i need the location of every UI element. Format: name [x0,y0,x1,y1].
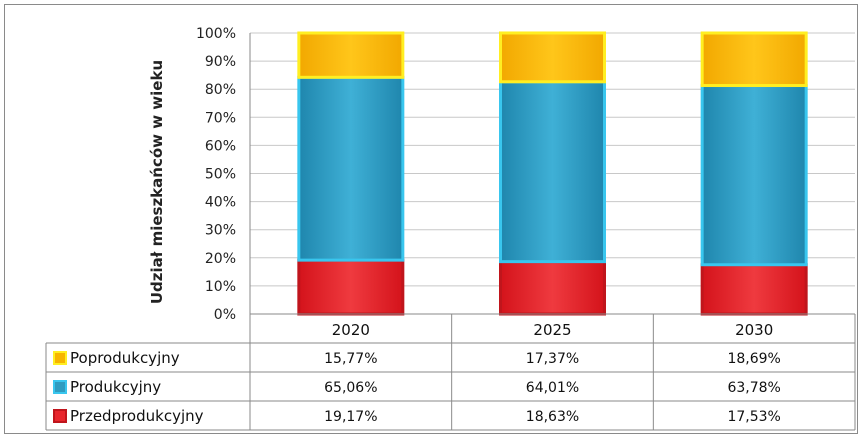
data-label: 64,01% [526,380,579,396]
data-label: 18,63% [526,409,579,425]
y-tick-label: 30% [205,223,236,239]
x-category-label: 2030 [735,321,773,339]
x-category-label: 2025 [533,321,571,339]
bar-poprodukcyjny-2025 [499,31,606,84]
bar-przedprodukcyjny-2030 [700,263,808,316]
data-table: 2020 2025 2030 Poprodukcyjny 15,77% 17,37% 18,… [45,313,856,431]
bar-produkcyjny-2020 [297,75,405,262]
bars [297,31,808,316]
bar-produkcyjny-2025 [499,80,606,264]
bar-poprodukcyjny-2020 [297,31,405,79]
data-label: 19,17% [324,409,377,425]
legend-swatch [53,409,67,423]
data-label: 17,53% [727,409,780,425]
y-tick-label: 40% [205,195,236,211]
legend-label: Poprodukcyjny [70,349,180,367]
y-tick-label: 70% [205,110,236,126]
legend-label: Produkcyjny [70,378,161,396]
y-axis-ticks: 0% 10% 20% 30% 40% 50% 60% 70% 80% 90% 100% [196,26,236,323]
data-label: 15,77% [324,351,377,367]
bar-produkcyjny-2030 [700,84,808,267]
y-tick-label: 0% [214,307,236,323]
bar-przedprodukcyjny-2025 [499,260,606,316]
y-tick-label: 10% [205,279,236,295]
data-label: 65,06% [324,380,377,396]
chart-frame [4,4,858,434]
x-category-label: 2020 [332,321,370,339]
legend-swatch [53,351,67,365]
y-tick-label: 50% [205,167,236,183]
y-tick-label: 20% [205,251,236,267]
y-tick-label: 60% [205,138,236,154]
bar-przedprodukcyjny-2020 [297,258,405,316]
y-tick-label: 80% [205,82,236,98]
y-tick-label: 100% [196,26,236,42]
data-label: 63,78% [727,380,780,396]
legend-label: Przedprodukcyjny [70,407,204,425]
y-axis-label: Udział mieszkańców w wieku [148,60,166,304]
data-label: 18,69% [727,351,780,367]
y-tick-label: 90% [205,54,236,70]
bar-poprodukcyjny-2030 [700,31,808,88]
data-label: 17,37% [526,351,579,367]
legend-swatch [53,380,67,394]
